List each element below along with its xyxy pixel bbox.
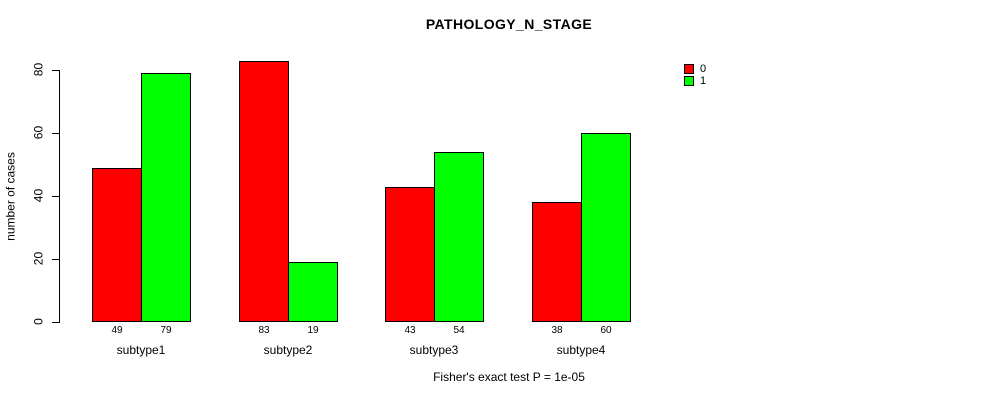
y-axis-label: number of cases (3, 152, 18, 241)
annotation-text: Fisher's exact test P = 1e-05 (433, 370, 585, 384)
bar-subtype2-group1 (288, 262, 338, 322)
category-label-subtype4: subtype4 (556, 343, 606, 357)
bar-subtype4-group1 (581, 133, 631, 322)
bar-value-label: 60 (600, 325, 612, 336)
legend-swatch-icon (684, 76, 694, 86)
legend-swatch-icon (684, 64, 694, 74)
y-axis-line (59, 70, 60, 323)
legend-item-0: 0 (684, 63, 706, 75)
legend-label: 1 (700, 75, 707, 87)
bar-value-label: 79 (160, 325, 172, 336)
bar-subtype3-group0 (385, 187, 435, 322)
bar-value-label: 83 (258, 325, 270, 336)
category-label-subtype3: subtype3 (409, 343, 459, 357)
bar-value-label: 38 (551, 325, 563, 336)
category-label-subtype2: subtype2 (263, 343, 313, 357)
bar-value-label: 19 (307, 325, 319, 336)
bar-value-label: 43 (404, 325, 416, 336)
bar-value-label: 49 (111, 325, 123, 336)
y-tick-label: 60 (31, 125, 46, 140)
chart-title: PATHOLOGY_N_STAGE (425, 16, 593, 32)
bar-value-label: 54 (453, 325, 465, 336)
bar-subtype2-group0 (239, 61, 289, 322)
y-tick (52, 70, 59, 71)
legend-label: 0 (700, 63, 707, 75)
y-tick-label: 80 (31, 62, 46, 77)
bar-subtype1-group0 (92, 168, 142, 322)
y-tick (52, 133, 59, 134)
y-tick-label: 0 (31, 318, 46, 325)
legend-item-1: 1 (684, 75, 706, 87)
y-tick (52, 322, 59, 323)
bar-subtype3-group1 (434, 152, 484, 322)
y-tick (52, 259, 59, 260)
y-tick (52, 196, 59, 197)
category-label-subtype1: subtype1 (116, 343, 166, 357)
y-tick-label: 20 (31, 251, 46, 266)
bar-subtype4-group0 (532, 202, 582, 322)
y-tick-label: 40 (31, 188, 46, 203)
bar-subtype1-group1 (141, 73, 191, 322)
